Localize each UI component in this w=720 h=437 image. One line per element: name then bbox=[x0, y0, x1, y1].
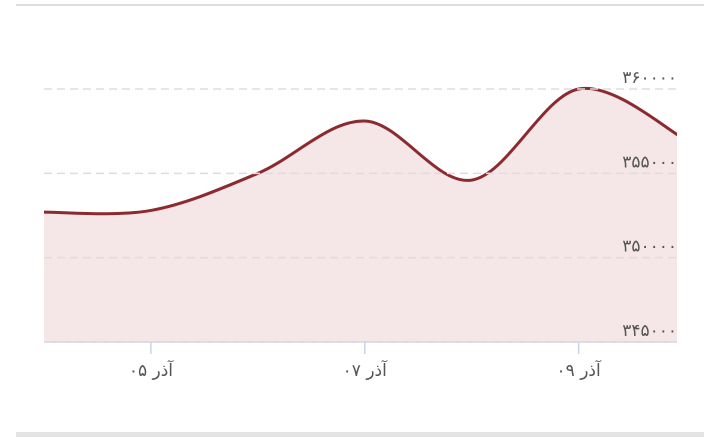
y-tick-label: ۳۵۵۰۰۰ bbox=[622, 152, 677, 172]
y-tick-label: ۳۴۵۰۰۰ bbox=[622, 321, 677, 341]
x-tick-label: ۰۹ آذر bbox=[557, 359, 602, 381]
area-fill bbox=[44, 88, 677, 342]
x-tick-label: ۰۷ آذر bbox=[343, 359, 388, 381]
y-tick-label: ۳۶۰۰۰۰ bbox=[622, 68, 677, 88]
x-tick-label: ۰۵ آذر bbox=[129, 359, 174, 381]
y-tick-label: ۳۵۰۰۰۰ bbox=[622, 237, 677, 257]
tab-bar bbox=[16, 432, 704, 437]
